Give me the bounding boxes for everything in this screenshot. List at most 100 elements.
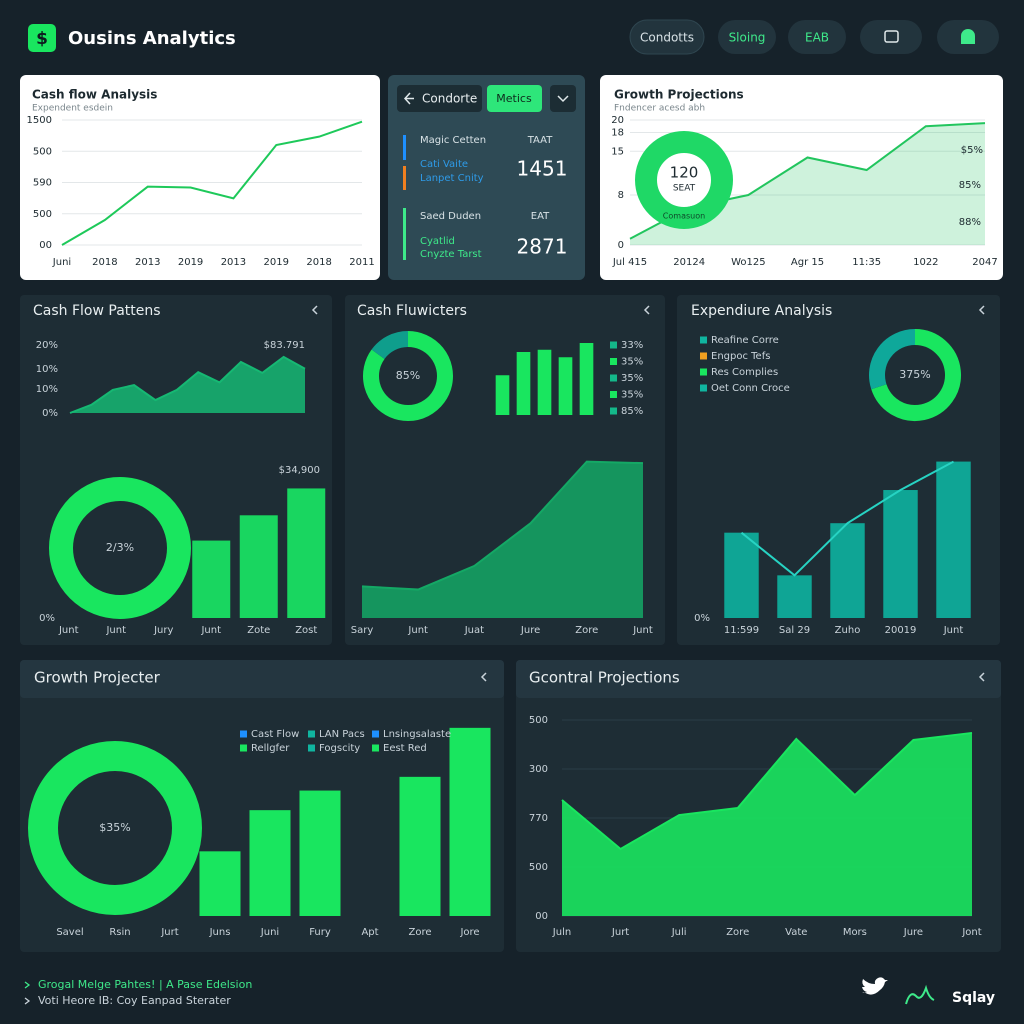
y-tick-label: 18 (611, 128, 624, 139)
accent (403, 135, 406, 160)
panel-title: Expendiure Analysis (691, 303, 832, 319)
x-tick-label: Jure (520, 625, 540, 636)
x-tick-label: Juni (52, 257, 71, 268)
x-tick-label: 1022 (913, 257, 938, 268)
x-tick-label: Wo125 (731, 257, 766, 268)
x-tick-label: Zost (295, 625, 317, 636)
metric-label: Saed Duden (420, 211, 481, 222)
accent (403, 208, 406, 260)
x-tick-label: 11:599 (724, 625, 759, 636)
back-label[interactable]: Condorte (422, 92, 477, 106)
x-tick-label: 2011 (349, 257, 374, 268)
x-tick-label: Junt (407, 625, 428, 636)
chevron[interactable] (978, 305, 985, 315)
bar (883, 490, 918, 618)
metric-value: 2871 (517, 235, 568, 259)
bullet (24, 997, 31, 1005)
twitter-icon[interactable] (862, 977, 888, 995)
legend-swatch (308, 744, 315, 752)
logo-glyph: $ (36, 29, 48, 49)
tab-active[interactable] (487, 85, 542, 112)
button[interactable] (718, 20, 776, 54)
metric-line: Cnyzte Tarst (420, 249, 482, 260)
bar (287, 488, 326, 618)
x-tick-label: Zore (575, 625, 598, 636)
x-tick-label: Jurt (611, 927, 629, 938)
metric-line: Lanpet Cnity (420, 173, 484, 184)
legend-label: Cast Flow (251, 729, 299, 740)
donut-label: 85% (396, 369, 420, 382)
legend-label: LAN Pacs (319, 729, 365, 740)
y-tick-label: 0% (694, 613, 710, 624)
tab-label[interactable]: Metics (496, 92, 532, 105)
legend-swatch (700, 352, 707, 360)
bag-icon (884, 30, 899, 43)
y-tick-label: 20% (36, 340, 58, 351)
y-tick-label: 770 (529, 813, 548, 824)
link-icon[interactable] (905, 984, 935, 1005)
bar (249, 810, 291, 916)
button[interactable] (629, 19, 705, 55)
bar (537, 349, 552, 415)
back-button[interactable] (397, 85, 482, 112)
button-label[interactable]: EAB (805, 31, 829, 45)
x-tick-label: Sal 29 (779, 625, 810, 636)
legend-swatch (610, 374, 617, 382)
donut-label: 375% (899, 368, 930, 381)
panel-title: Cash flow Analysis (32, 88, 157, 102)
trend-line (740, 460, 954, 577)
x-tick-label: Rsin (109, 927, 130, 938)
chevron (557, 95, 569, 103)
app-title: Ousins Analytics (68, 28, 236, 49)
y-tick-label: 15 (611, 146, 624, 157)
button-label[interactable]: Sloing (729, 31, 766, 45)
y-tick-label: 0 (618, 240, 624, 251)
button[interactable] (788, 20, 846, 54)
legend-swatch (610, 391, 617, 398)
panel-header (516, 660, 1001, 698)
legend-label: Fogscity (319, 743, 360, 754)
chevron[interactable] (480, 672, 487, 682)
bar (830, 523, 865, 618)
y-tick-label: 500 (529, 862, 548, 873)
donut-segment (371, 331, 409, 360)
area (362, 461, 643, 618)
chevron[interactable] (643, 305, 650, 315)
legend-swatch (610, 341, 617, 349)
x-tick-label: Fury (309, 927, 331, 938)
donut-label: 120 (670, 164, 699, 182)
panel-title: Cash Flow Pattens (33, 303, 161, 319)
x-tick-label: 2013 (221, 257, 246, 268)
panel-title: Growth Projecter (34, 669, 161, 687)
legend-swatch (372, 730, 379, 738)
x-tick-label: Apt (361, 927, 378, 938)
x-tick-label: 11:35 (852, 257, 881, 268)
metric-value: 1451 (517, 157, 568, 181)
dropdown[interactable] (550, 85, 576, 112)
metric-label: Magic Cetten (420, 135, 486, 146)
legend-label: Eest Red (383, 743, 427, 754)
icon-button[interactable] (860, 20, 922, 54)
chevron[interactable] (311, 305, 318, 315)
legend-label: Lnsingsalaste (383, 729, 451, 740)
donut-segment (871, 329, 961, 421)
x-tick-label: Jont (961, 927, 981, 938)
panel-title: Cash Fluwicters (357, 303, 467, 319)
chevron[interactable] (978, 672, 985, 682)
x-tick-label: Jurt (160, 927, 178, 938)
button-label[interactable]: Condotts (640, 31, 694, 45)
annotation: $83.791 (264, 340, 305, 351)
metric-code: EAT (531, 211, 550, 222)
annotation: 85% (959, 180, 981, 191)
metric-line: Cyatlid (420, 236, 455, 247)
x-tick-label: Zore (726, 927, 749, 938)
y-tick-label: 00 (535, 911, 548, 922)
legend-swatch (700, 336, 707, 344)
metric-code: TAAT (527, 135, 554, 146)
x-tick-label: 2013 (135, 257, 160, 268)
bar (724, 532, 759, 618)
donut-segment (28, 741, 202, 915)
footer-line: Grogal Melge Pahtes! | A Pase Edelsion (38, 978, 252, 991)
x-tick-label: Junt (632, 625, 653, 636)
x-tick-label: 20019 (885, 625, 917, 636)
